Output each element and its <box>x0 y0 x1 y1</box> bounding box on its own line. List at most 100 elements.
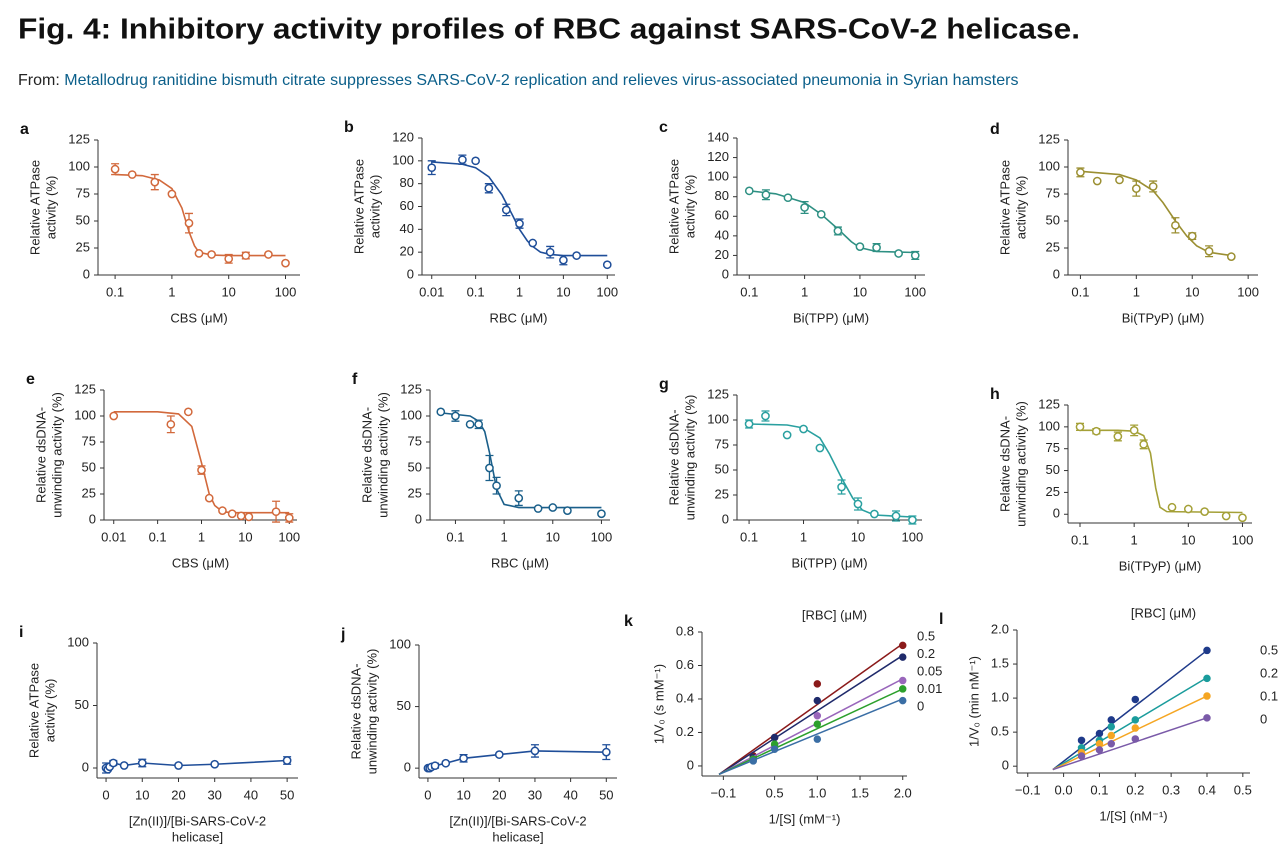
x-tick-label: 0.4 <box>1198 782 1216 797</box>
x-tick-label: 1 <box>1133 284 1140 299</box>
y-tick-label: 50 <box>75 697 89 712</box>
y-tick-label: 0 <box>1002 758 1009 773</box>
y-axis-label: activity (%) <box>42 679 57 743</box>
data-point <box>602 260 612 270</box>
y-tick-label: 75 <box>408 433 422 448</box>
data-point <box>282 756 292 765</box>
data-point <box>1203 714 1211 722</box>
data-point <box>1131 724 1140 732</box>
data-point <box>853 499 863 509</box>
data-point <box>218 506 227 515</box>
y-tick-label: 75 <box>1046 440 1060 455</box>
data-point <box>1139 439 1149 449</box>
x-axis-label: [Zn(II)]/[Bi-SARS-CoV-2 <box>449 813 586 828</box>
x-axis-label: [Zn(II)]/[Bi-SARS-CoV-2 <box>129 813 266 828</box>
x-tick-label: 10 <box>556 284 570 299</box>
figure-title: Fig. 4: Inhibitory activity profiles of … <box>18 14 1080 46</box>
data-point <box>1226 252 1236 261</box>
data-point <box>782 430 792 440</box>
data-point <box>1077 736 1086 745</box>
x-tick-label: 1 <box>168 284 175 299</box>
y-tick-label: 50 <box>715 461 729 476</box>
y-tick-label: 100 <box>67 634 89 649</box>
data-point <box>474 419 484 429</box>
y-tick-label: 0.5 <box>991 724 1009 739</box>
x-tick-label: 30 <box>207 787 221 802</box>
x-tick-label: 100 <box>1237 284 1259 299</box>
data-point <box>799 424 808 434</box>
y-tick-label: 80 <box>715 188 729 203</box>
data-point <box>227 509 237 519</box>
data-point <box>459 753 468 763</box>
data-point <box>563 506 572 515</box>
data-point <box>244 512 254 522</box>
y-tick-label: 0.6 <box>676 657 694 672</box>
data-point <box>813 696 822 705</box>
x-tick-label: 40 <box>563 787 577 802</box>
fit-curve <box>749 190 916 254</box>
fit-line <box>1052 677 1208 771</box>
x-tick-label: 0.1 <box>1071 532 1089 547</box>
fit-line <box>1052 717 1208 771</box>
panel-letter: g <box>659 376 669 393</box>
x-tick-label: 1 <box>1131 532 1138 547</box>
panel-letter: e <box>26 371 35 388</box>
data-point <box>1076 168 1085 177</box>
x-axis-label: 1/[S] (mM⁻¹) <box>769 811 841 826</box>
data-point <box>816 209 826 219</box>
data-point <box>494 750 504 759</box>
data-point <box>110 164 120 174</box>
data-point <box>1113 432 1123 441</box>
data-point <box>441 758 451 768</box>
data-point <box>471 156 480 166</box>
data-point <box>430 761 440 771</box>
y-tick-label: 0 <box>89 511 96 526</box>
y-tick-label: 0.8 <box>676 623 694 638</box>
y-tick-label: 75 <box>76 185 90 200</box>
x-tick-label: 1 <box>500 529 507 544</box>
article-link[interactable]: Metallodrug ranitidine bismuth citrate s… <box>64 72 1018 89</box>
y-axis-label: unwinding activity (%) <box>49 392 64 518</box>
data-point <box>184 218 194 228</box>
data-point <box>601 747 611 757</box>
y-tick-label: 25 <box>715 486 729 501</box>
fit-curve <box>440 412 602 509</box>
data-point <box>207 250 216 259</box>
data-point <box>1131 184 1141 193</box>
x-tick-label: 0.5 <box>1234 782 1252 797</box>
y-axis-label: activity (%) <box>1013 176 1028 240</box>
data-point <box>1187 231 1197 241</box>
y-axis-label: Relative ATPase <box>26 663 41 758</box>
panel-letter: j <box>340 626 345 643</box>
legend-label: 0.01 <box>917 681 942 696</box>
data-point <box>119 761 129 770</box>
data-point <box>492 481 501 491</box>
data-point <box>284 513 294 523</box>
data-point <box>894 249 903 258</box>
y-tick-label: 0 <box>722 511 729 526</box>
data-point <box>1131 716 1140 724</box>
y-axis-label: 1/V₀ (s mM⁻¹) <box>651 664 666 744</box>
x-tick-label: 20 <box>171 787 185 802</box>
y-tick-label: 100 <box>400 407 422 422</box>
y-tick-label: 25 <box>76 239 90 254</box>
data-point <box>465 419 475 429</box>
data-point <box>1183 504 1193 514</box>
data-point <box>1131 695 1140 704</box>
data-point <box>800 203 809 212</box>
data-point <box>1203 646 1211 655</box>
x-tick-label: 10 <box>221 284 235 299</box>
x-tick-label: 1 <box>800 529 807 544</box>
y-tick-label: 0 <box>415 511 422 526</box>
y-tick-label: 125 <box>74 381 96 396</box>
data-point <box>137 758 147 768</box>
data-point <box>271 507 281 517</box>
data-point <box>910 251 920 260</box>
data-point <box>204 493 214 503</box>
data-point <box>870 509 879 519</box>
x-tick-label: 100 <box>596 284 618 299</box>
data-point <box>908 515 917 525</box>
x-tick-label: 10 <box>1185 284 1199 299</box>
x-tick-label: 10 <box>853 284 867 299</box>
y-tick-label: 100 <box>392 152 414 167</box>
